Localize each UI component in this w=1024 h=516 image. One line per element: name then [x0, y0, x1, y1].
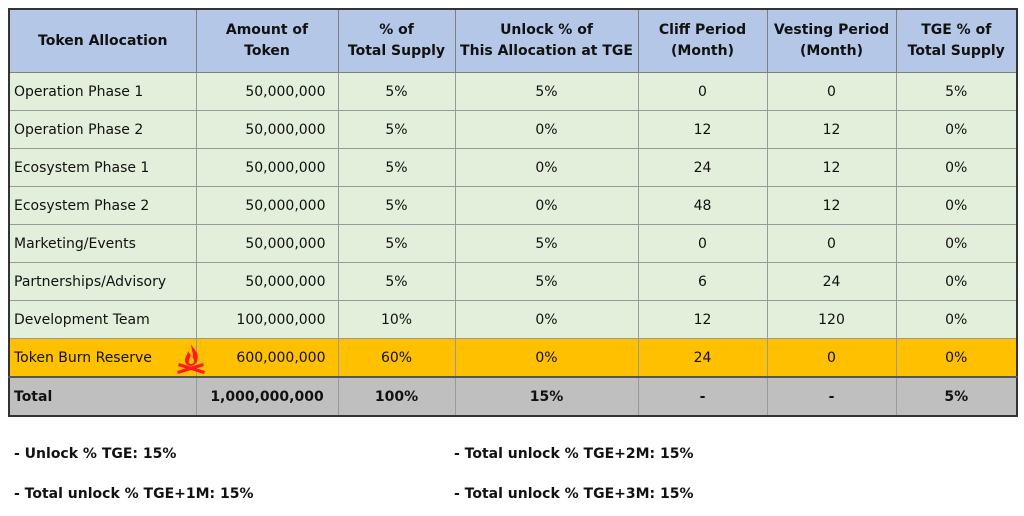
cell-vesting: 12 [766, 186, 897, 225]
table-row: Ecosystem Phase 1 50,000,000 5% 0% 24 12 0% [8, 148, 1018, 187]
cell-unlock-tge: 0% [454, 110, 639, 149]
cell-percent-supply: 5% [337, 72, 456, 111]
cell-vesting: 12 [766, 148, 897, 187]
total-row: Total 1,000,000,000 100% 15% - - 5% [8, 376, 1018, 417]
cell-allocation-name: Marketing/Events [8, 224, 197, 263]
table-row: Token Burn Reserve 600,000,000 60% 0% 24 0 0% [8, 338, 1018, 378]
cell-amount: 50,000,000 [195, 262, 339, 301]
total-percent-supply: 100% [337, 376, 456, 417]
cell-amount: 100,000,000 [195, 300, 339, 339]
total-tge-percent: 5% [895, 376, 1018, 417]
cell-tge-percent: 0% [895, 300, 1018, 339]
header-percent-supply: % of Total Supply [337, 8, 456, 73]
cell-percent-supply: 5% [337, 186, 456, 225]
token-allocation-table-wrap: Token Allocation Amount of Token % of Tota… [8, 8, 1018, 417]
cell-allocation-name: Token Burn Reserve [8, 338, 205, 378]
note-unlock-tge: - Unlock % TGE: 15% [14, 446, 177, 462]
cell-percent-supply: 5% [337, 224, 456, 263]
cell-tge-percent: 0% [895, 262, 1018, 301]
header-row: Token Allocation Amount of Token % of Tota… [8, 8, 1018, 73]
cell-cliff: 6 [637, 262, 768, 301]
cell-amount: 50,000,000 [195, 148, 339, 187]
cell-vesting: 0 [766, 72, 897, 111]
cell-allocation-name: Ecosystem Phase 1 [8, 148, 197, 187]
table-row: Operation Phase 2 50,000,000 5% 0% 12 12 0% [8, 110, 1018, 149]
table-row: Operation Phase 1 50,000,000 5% 5% 0 0 5% [8, 72, 1018, 111]
cell-unlock-tge: 5% [454, 72, 639, 111]
table-row: Partnerships/Advisory 50,000,000 5% 5% 6 24 0% [8, 262, 1018, 301]
cell-allocation-name: Operation Phase 2 [8, 110, 197, 149]
cell-tge-percent: 0% [895, 148, 1018, 187]
cell-cliff: 24 [637, 148, 768, 187]
note-unlock-tge-1m: - Total unlock % TGE+1M: 15% [14, 486, 254, 502]
cell-tge-percent: 0% [895, 224, 1018, 263]
cell-amount: 50,000,000 [195, 186, 339, 225]
cell-percent-supply: 60% [337, 338, 456, 378]
header-tge-percent: TGE % of Total Supply [895, 8, 1018, 73]
cell-percent-supply: 5% [337, 110, 456, 149]
cell-amount: 50,000,000 [195, 72, 339, 111]
cell-unlock-tge: 0% [454, 300, 639, 339]
cell-cliff: 12 [637, 300, 768, 339]
header-vesting: Vesting Period (Month) [766, 8, 897, 73]
cell-amount: 50,000,000 [195, 224, 339, 263]
cell-vesting: 24 [766, 262, 897, 301]
cell-cliff: 0 [637, 224, 768, 263]
total-label: Total [8, 376, 197, 417]
cell-unlock-tge: 0% [454, 186, 639, 225]
cell-tge-percent: 0% [895, 110, 1018, 149]
cell-vesting: 0 [766, 224, 897, 263]
cell-allocation-name: Partnerships/Advisory [8, 262, 197, 301]
total-unlock-tge: 15% [454, 376, 639, 417]
fire-icon [177, 344, 205, 374]
cell-unlock-tge: 5% [454, 262, 639, 301]
cell-percent-supply: 5% [337, 262, 456, 301]
cell-cliff: 12 [637, 110, 768, 149]
cell-cliff: 48 [637, 186, 768, 225]
cell-tge-percent: 0% [895, 186, 1018, 225]
header-token-allocation: Token Allocation [8, 8, 197, 73]
cell-allocation-name: Development Team [8, 300, 197, 339]
cell-tge-percent: 0% [895, 338, 1018, 378]
cell-cliff: 0 [637, 72, 768, 111]
cell-vesting: 12 [766, 110, 897, 149]
cell-percent-supply: 10% [337, 300, 456, 339]
cell-unlock-tge: 0% [454, 338, 639, 378]
table-row: Marketing/Events 50,000,000 5% 5% 0 0 0% [8, 224, 1018, 263]
total-vesting: - [766, 376, 897, 417]
header-cliff: Cliff Period (Month) [637, 8, 768, 73]
table-row: Development Team 100,000,000 10% 0% 12 120 0% [8, 300, 1018, 339]
cell-allocation-name: Ecosystem Phase 2 [8, 186, 197, 225]
header-amount: Amount of Token [195, 8, 339, 73]
table-row: Ecosystem Phase 2 50,000,000 5% 0% 48 12 0% [8, 186, 1018, 225]
note-unlock-tge-2m: - Total unlock % TGE+2M: 15% [454, 446, 694, 462]
header-unlock-tge: Unlock % of This Allocation at TGE [454, 8, 639, 73]
cell-amount: 50,000,000 [195, 110, 339, 149]
note-unlock-tge-3m: - Total unlock % TGE+3M: 15% [454, 486, 694, 502]
cell-vesting: 120 [766, 300, 897, 339]
cell-amount: 600,000,000 [195, 338, 339, 378]
cell-tge-percent: 5% [895, 72, 1018, 111]
cell-vesting: 0 [766, 338, 897, 378]
cell-cliff: 24 [637, 338, 768, 378]
cell-allocation-name: Operation Phase 1 [8, 72, 197, 111]
cell-unlock-tge: 5% [454, 224, 639, 263]
total-cliff: - [637, 376, 768, 417]
token-allocation-table: Token Allocation Amount of Token % of Tota… [8, 8, 1018, 417]
total-amount: 1,000,000,000 [195, 376, 339, 417]
cell-percent-supply: 5% [337, 148, 456, 187]
cell-unlock-tge: 0% [454, 148, 639, 187]
